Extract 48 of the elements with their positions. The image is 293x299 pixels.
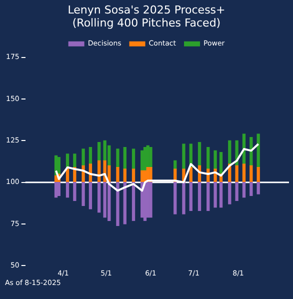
- bar: [198, 182, 202, 211]
- bar: [235, 165, 238, 183]
- bar: [182, 144, 186, 170]
- bar: [256, 182, 260, 194]
- bar: [206, 182, 210, 211]
- bar: [97, 182, 101, 213]
- bar: [73, 154, 76, 168]
- bar: [174, 182, 177, 214]
- bar: [206, 147, 210, 170]
- bar: [103, 182, 106, 218]
- bar: [123, 147, 126, 170]
- bar: [256, 167, 260, 183]
- bar: [228, 182, 232, 204]
- bar: [228, 140, 232, 164]
- bar: [82, 182, 85, 206]
- bar: [219, 182, 223, 208]
- bar: [198, 142, 202, 166]
- bar: [214, 150, 217, 170]
- bar: [73, 182, 76, 201]
- bar: [149, 147, 152, 168]
- bar: [256, 134, 260, 168]
- bar: [140, 150, 144, 171]
- bar: [219, 152, 223, 174]
- bar: [149, 182, 152, 218]
- bar: [143, 147, 147, 171]
- bar: [54, 182, 58, 198]
- bar: [88, 147, 92, 164]
- bar: [242, 164, 246, 183]
- bar: [97, 142, 101, 161]
- bar: [116, 167, 120, 183]
- bar: [82, 148, 85, 166]
- bar: [132, 168, 136, 183]
- bar: [182, 182, 186, 214]
- bar: [132, 148, 136, 170]
- chart-title: Lenyn Sosa's 2025 Process+ (Rolling 400 Pitches Faced): [68, 3, 226, 30]
- bar: [235, 182, 238, 201]
- bar: [242, 182, 246, 198]
- bar: [66, 182, 70, 198]
- bar: [189, 182, 192, 211]
- bar: [123, 182, 126, 224]
- bar: [88, 182, 92, 210]
- bar: [250, 182, 253, 196]
- bar: [250, 165, 253, 183]
- bar: [116, 148, 120, 168]
- bar: [116, 182, 120, 226]
- bar: [214, 182, 217, 208]
- bar: [57, 182, 60, 196]
- bar: [123, 168, 126, 183]
